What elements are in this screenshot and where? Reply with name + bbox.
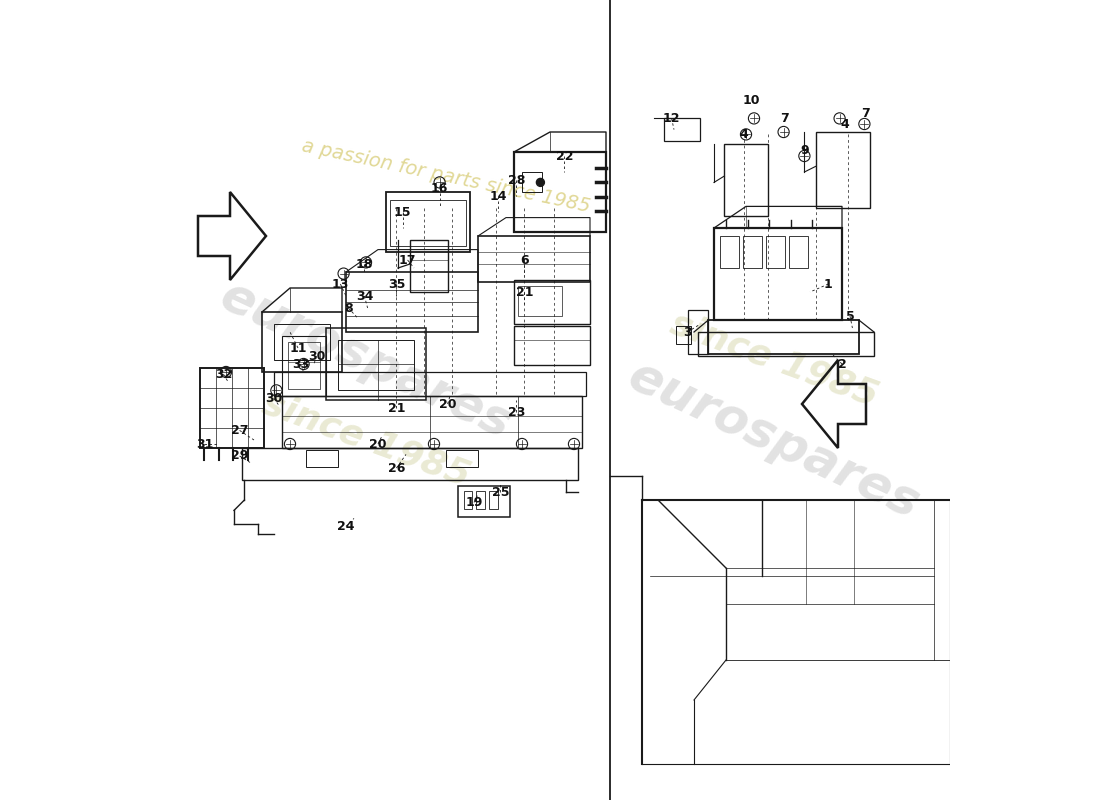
Text: a passion for parts since 1985: a passion for parts since 1985 bbox=[300, 136, 592, 216]
Text: 7: 7 bbox=[861, 107, 870, 120]
Circle shape bbox=[537, 178, 544, 186]
Text: 31: 31 bbox=[196, 438, 213, 450]
Text: 11: 11 bbox=[289, 342, 307, 354]
Text: 22: 22 bbox=[556, 150, 573, 162]
Text: eurospares: eurospares bbox=[212, 271, 519, 449]
Text: 1: 1 bbox=[824, 278, 833, 290]
Text: 33: 33 bbox=[292, 358, 309, 370]
Text: 4: 4 bbox=[840, 118, 849, 130]
Text: 26: 26 bbox=[387, 462, 405, 474]
Text: 7: 7 bbox=[780, 112, 789, 125]
Text: 30: 30 bbox=[265, 392, 283, 405]
Text: 12: 12 bbox=[663, 112, 680, 125]
Text: 20: 20 bbox=[370, 438, 387, 450]
Text: eurospares: eurospares bbox=[620, 351, 927, 529]
Text: 21: 21 bbox=[387, 402, 405, 414]
Text: 13: 13 bbox=[332, 278, 349, 290]
Text: 23: 23 bbox=[508, 406, 525, 418]
Text: 10: 10 bbox=[742, 94, 760, 106]
Text: 30: 30 bbox=[308, 350, 326, 362]
Text: 4: 4 bbox=[739, 128, 748, 141]
Text: 2: 2 bbox=[837, 358, 846, 370]
Text: 27: 27 bbox=[231, 424, 249, 437]
Text: 5: 5 bbox=[846, 310, 855, 322]
Text: 20: 20 bbox=[439, 398, 456, 410]
Text: 3: 3 bbox=[683, 326, 692, 338]
Text: 29: 29 bbox=[231, 450, 249, 462]
Text: 9: 9 bbox=[800, 144, 808, 157]
Text: 17: 17 bbox=[399, 254, 416, 266]
Text: 32: 32 bbox=[214, 368, 232, 381]
Text: 15: 15 bbox=[394, 206, 411, 218]
Text: 25: 25 bbox=[492, 486, 509, 498]
Text: since 1985: since 1985 bbox=[666, 306, 882, 414]
Text: since 1985: since 1985 bbox=[257, 386, 474, 494]
Text: 18: 18 bbox=[355, 258, 373, 270]
Text: 6: 6 bbox=[520, 254, 529, 266]
Text: 28: 28 bbox=[508, 174, 525, 186]
Text: 35: 35 bbox=[387, 278, 405, 290]
Text: 34: 34 bbox=[355, 290, 373, 302]
Text: 16: 16 bbox=[431, 182, 449, 194]
Text: 24: 24 bbox=[338, 520, 354, 533]
Text: 14: 14 bbox=[490, 190, 507, 202]
Text: 19: 19 bbox=[465, 496, 483, 509]
Text: 8: 8 bbox=[344, 302, 353, 314]
Text: 21: 21 bbox=[516, 286, 534, 298]
